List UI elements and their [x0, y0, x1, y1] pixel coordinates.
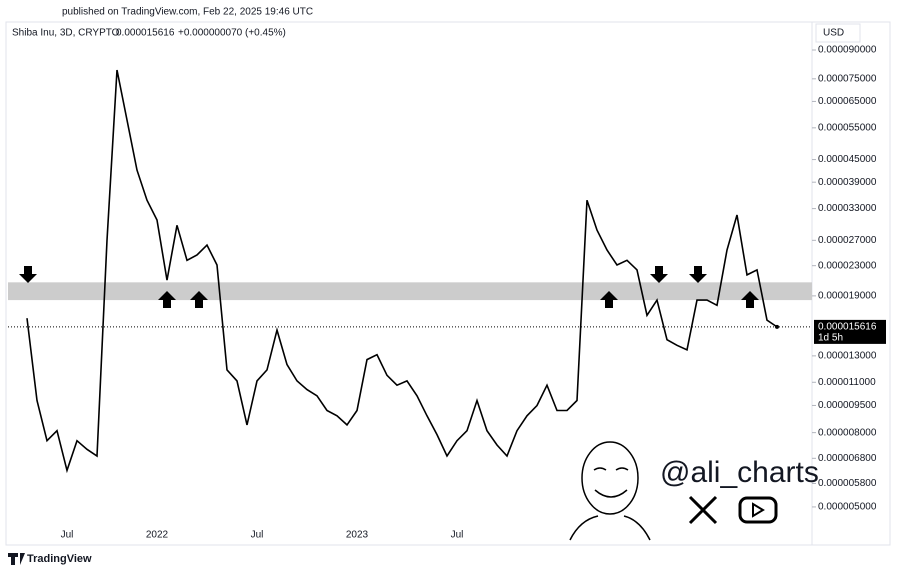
youtube-play	[752, 502, 765, 518]
y-tick-label: 0.000005800	[818, 478, 877, 489]
x-tick-label: Jul	[251, 530, 264, 541]
x-tick-label: 2023	[346, 530, 369, 541]
x-tick-label: 2022	[146, 530, 169, 541]
arrow-up	[158, 291, 176, 308]
last-price-box	[814, 319, 886, 344]
last-price-label: 0.000015616	[818, 322, 877, 333]
arrow-up	[190, 291, 208, 308]
arrow-down	[650, 266, 668, 283]
y-tick-label: 0.000045000	[818, 154, 877, 165]
currency-box	[815, 23, 861, 43]
y-tick-label: 0.000005000	[818, 502, 877, 513]
x-tick-label: Jul	[451, 530, 464, 541]
arrow-down	[689, 266, 707, 283]
y-tick-label: 0.000090000	[818, 45, 877, 56]
y-tick-label: 0.000013000	[818, 351, 877, 362]
handle: @ali_charts	[660, 456, 819, 489]
y-tick-label: 0.000065000	[818, 96, 877, 107]
y-tick-label: 0.000023000	[818, 260, 877, 271]
y-tick-label: 0.000055000	[818, 122, 877, 133]
published-note: published on TradingView.com, Feb 22, 20…	[62, 7, 313, 18]
change: +0.000000070 (+0.45%)	[178, 28, 286, 39]
countdown: 1d 5h	[818, 333, 843, 344]
x-icon	[688, 495, 718, 525]
avatar-sketch	[569, 441, 651, 541]
y-tick-label: 0.000039000	[818, 177, 877, 188]
arrows	[19, 266, 759, 308]
arrow-up	[741, 291, 759, 308]
y-tick-label: 0.000008000	[818, 427, 877, 438]
symbol: Shiba Inu, 3D, CRYPTO	[12, 28, 120, 39]
price-line	[26, 69, 778, 474]
arrow-up	[600, 291, 618, 308]
chart-frame	[5, 21, 891, 546]
brand: TradingView	[27, 553, 92, 565]
brand-logo	[8, 553, 25, 565]
y-tick-label: 0.000075000	[818, 73, 877, 84]
y-tick-label: 0.000009500	[818, 400, 877, 411]
y-tick-label: 0.000006800	[818, 453, 877, 464]
price: 0.000015616	[116, 28, 175, 39]
youtube-icon	[738, 496, 778, 524]
x-tick-label: Jul	[61, 530, 74, 541]
y-tick-label: 0.000011000	[818, 377, 876, 388]
support-zone	[8, 282, 812, 301]
y-tick-label: 0.000019000	[818, 291, 877, 302]
y-tick-label: 0.000027000	[818, 235, 877, 246]
arrow-down	[19, 266, 37, 283]
currency: USD	[823, 28, 844, 39]
y-tick-label: 0.000033000	[818, 203, 877, 214]
